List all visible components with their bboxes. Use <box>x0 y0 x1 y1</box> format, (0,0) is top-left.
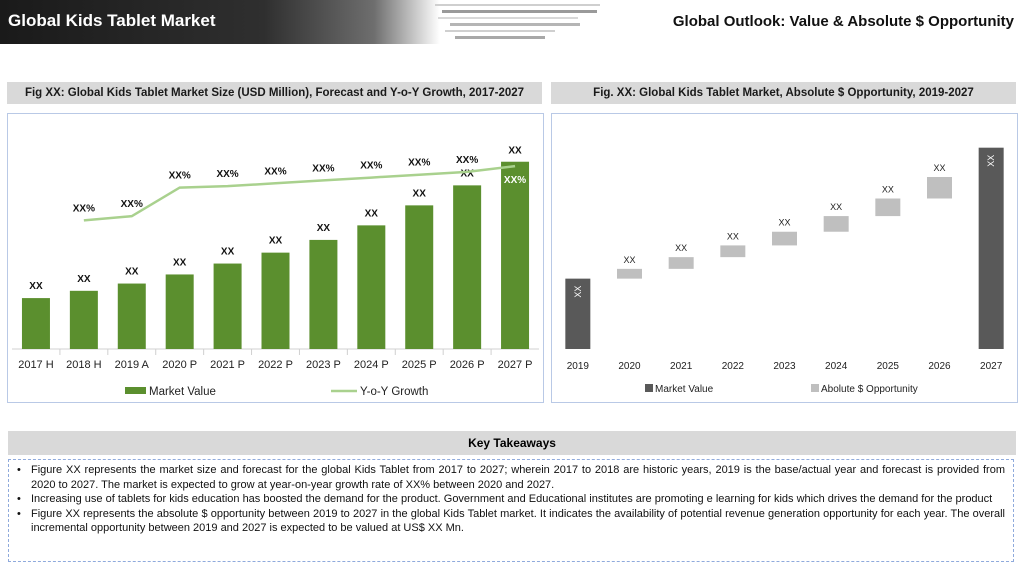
bar-data-label: XX <box>830 202 842 212</box>
bar-market-value <box>501 161 530 349</box>
legend-swatch-absolute-opportunity <box>811 384 819 392</box>
bar-data-label: XX <box>933 163 945 173</box>
bar-market-value <box>165 274 194 349</box>
x-tick-label: 2017 H <box>18 359 54 371</box>
x-tick-label: 2026 P <box>450 359 485 371</box>
legend-swatch-market-value <box>125 387 146 394</box>
line-data-label: XX% <box>121 199 143 210</box>
bar-data-label: XX <box>365 208 379 219</box>
bar-market-value <box>357 225 386 349</box>
fig-title-market-size: Fig XX: Global Kids Tablet Market Size (… <box>7 82 542 104</box>
bar-data-label: XX <box>29 281 43 292</box>
outlook-title: Global Outlook: Value & Absolute $ Oppor… <box>672 13 1014 30</box>
page-title: Global Kids Tablet Market <box>8 11 216 30</box>
bar-absolute-opportunity <box>720 245 746 258</box>
decorative-stripes <box>435 4 600 39</box>
legend-label-market-value: Market Value <box>149 386 216 398</box>
legend-label-absolute-opportunity: Abolute $ Opportunity <box>821 384 918 395</box>
legend-swatch-market-value <box>645 384 653 392</box>
bar-absolute-opportunity <box>668 257 694 269</box>
line-data-label: XX% <box>360 161 382 172</box>
x-tick-label: 2025 P <box>402 359 437 371</box>
line-data-label: XX% <box>312 163 334 174</box>
legend-label-market-value: Market Value <box>655 384 714 395</box>
x-tick-label: 2023 <box>773 361 796 372</box>
bar-data-label: XX <box>986 155 996 167</box>
bar-data-label: XX <box>77 274 91 285</box>
bar-data-label: XX <box>460 168 474 179</box>
bar-market-value <box>565 278 591 349</box>
line-data-label: XX% <box>216 169 238 180</box>
x-tick-label: 2025 <box>877 361 900 372</box>
bar-market-value <box>978 147 1004 349</box>
bar-data-label: XX <box>125 267 139 278</box>
takeaway-item: Increasing use of tablets for kids educa… <box>17 492 1005 507</box>
bar-data-label: XX <box>317 223 331 234</box>
fig-title-absolute-opportunity: Fig. XX: Global Kids Tablet Market, Abso… <box>551 82 1016 104</box>
line-data-label: XX% <box>73 203 95 214</box>
bar-market-value <box>309 239 338 349</box>
bar-market-value <box>213 263 242 349</box>
x-tick-label: 2019 A <box>115 359 150 371</box>
line-data-label: XX% <box>264 166 286 177</box>
x-tick-label: 2027 P <box>498 359 533 371</box>
bar-absolute-opportunity <box>927 177 952 199</box>
x-tick-label: 2027 <box>980 361 1003 372</box>
bar-data-label: XX <box>623 255 635 265</box>
bar-absolute-opportunity <box>772 231 797 246</box>
bar-market-value <box>69 290 98 349</box>
x-tick-label: 2024 P <box>354 359 389 371</box>
line-data-label: XX% <box>169 171 191 182</box>
bar-market-value <box>453 185 482 349</box>
key-takeaways-box: Figure XX represents the market size and… <box>8 459 1014 562</box>
bar-market-value <box>261 252 290 349</box>
bar-absolute-opportunity <box>617 268 642 279</box>
x-tick-label: 2021 <box>670 361 693 372</box>
header-band <box>0 0 440 44</box>
x-tick-label: 2018 H <box>66 359 102 371</box>
bar-market-value <box>405 205 434 349</box>
x-tick-label: 2022 <box>722 361 745 372</box>
absolute-opportunity-chart: XX 2019 XX 2020 XX 2021 XX 2022 XX 2023 XX 2024 XX 20… <box>565 147 1004 395</box>
line-data-label: XX% <box>456 155 478 166</box>
x-tick-label: 2022 P <box>258 359 293 371</box>
x-tick-label: 2019 <box>567 361 590 372</box>
bar-data-label: XX <box>675 243 687 253</box>
line-data-label: XX% <box>504 175 526 186</box>
x-tick-label: 2020 <box>618 361 641 372</box>
bar-data-label: XX <box>727 231 739 241</box>
takeaway-item: Figure XX represents the market size and… <box>17 463 1005 492</box>
x-tick-label: 2021 P <box>210 359 245 371</box>
bar-market-value <box>21 298 50 349</box>
bar-data-label: XX <box>413 188 427 199</box>
bar-data-label: XX <box>269 236 283 247</box>
bar-absolute-opportunity <box>875 198 901 217</box>
legend-label-yoy-growth: Y-o-Y Growth <box>360 386 428 398</box>
bar-data-label: XX <box>882 185 894 195</box>
series-line-yoy-growth <box>83 164 516 222</box>
key-takeaways-heading: Key Takeaways <box>8 431 1016 455</box>
market-size-chart: XX 2017 H XX 2018 H XX 2019 A XX 2020 P XX 2021 P… <box>12 146 539 398</box>
x-tick-label: 2024 <box>825 361 848 372</box>
bar-data-label: XX <box>508 146 522 157</box>
market-size-chart-panel: XX 2017 H XX 2018 H XX 2019 A XX 2020 P XX 2021 P… <box>7 113 544 403</box>
bar-data-label: XX <box>573 286 583 298</box>
bar-absolute-opportunity <box>823 216 849 232</box>
bar-data-label: XX <box>221 247 235 258</box>
bar-data-label: XX <box>173 257 187 268</box>
takeaway-item: Figure XX represents the absolute $ oppo… <box>17 507 1005 536</box>
x-tick-label: 2026 <box>928 361 951 372</box>
bar-data-label: XX <box>778 218 790 228</box>
bar-market-value <box>117 283 146 349</box>
line-data-label: XX% <box>408 158 430 169</box>
absolute-opportunity-chart-panel: XX 2019 XX 2020 XX 2021 XX 2022 XX 2023 XX 2024 XX 20… <box>551 113 1018 403</box>
x-tick-label: 2020 P <box>162 359 197 371</box>
x-tick-label: 2023 P <box>306 359 341 371</box>
